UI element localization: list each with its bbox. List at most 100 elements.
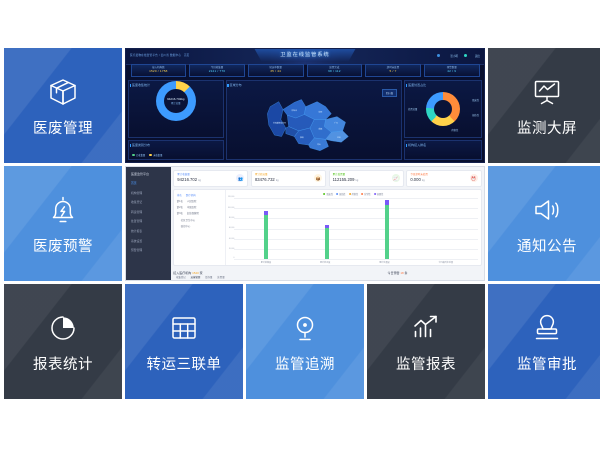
kpi-value: 83476.732 kg: [254, 176, 279, 182]
panel-title: 区域分布: [227, 83, 242, 87]
light-dashboard-main: 累计收集量 94216.702 kg 👥 累计转运量 83476.732 kg …: [171, 167, 484, 280]
map-region-tag[interactable]: 四川省: [381, 89, 398, 97]
cell-institution: 妇幼保健院: [186, 212, 199, 216]
tile-notice-announcement[interactable]: 通知公告: [488, 166, 600, 281]
dark-header-user[interactable]: 张小明: [450, 54, 458, 58]
donut-center-value: 94216.702kg: [167, 96, 185, 101]
panel-category-distribution: 医废类别分布 已收集量 未收集量: [128, 139, 224, 160]
box-icon: 📦: [314, 174, 323, 182]
y-tick: 40,000: [228, 237, 235, 240]
kpi-card-disposal: 累计处置量 112155.209 kg 📈: [328, 169, 404, 187]
chart-panel: 排名 医疗机构 第1名 人民医院 第2名 中医医院 第3名 妇幼保健院 社区卫生中心 …: [173, 189, 482, 266]
legend-item[interactable]: 化学性: [361, 192, 371, 196]
sidebar-item-collection[interactable]: 收集登记: [131, 200, 143, 205]
sidebar-item-alerts[interactable]: 预警管理: [131, 248, 143, 253]
donut-ring: 94216.702kg 累计总量: [155, 81, 196, 121]
kpi-value: 2121 / 770: [208, 69, 226, 74]
kpi-card: 超时未处置 5 / 7: [365, 64, 421, 77]
table-row[interactable]: 第2名 中医医院: [177, 205, 223, 209]
light-dashboard-screenshot[interactable]: 医废监管平台 首页 机构管理 收集登记 转运管理 处置管理 统计报表 系统设置 …: [125, 166, 485, 281]
footer-institutions: 接入医疗机构 1520 家: [173, 271, 203, 275]
kpi-card: 今日收集量 2121 / 770: [189, 64, 245, 77]
chart-legend: 感染性 损伤性 药物性 化学性 病理性: [323, 192, 383, 196]
dark-dashboard-body: 医废收集统计 94216.702kg 累计总量 医废类别分布: [126, 78, 484, 162]
donut-chart-disposal: [426, 91, 461, 126]
sidebar-item-disposal[interactable]: 处置管理: [131, 219, 143, 224]
sidebar-item-transport[interactable]: 转运管理: [131, 209, 143, 214]
tile-transfer-triplicate-form[interactable]: 转运三联单: [125, 284, 243, 399]
logout-icon[interactable]: [464, 54, 467, 57]
y-tick: 60,000: [228, 227, 235, 230]
kpi-card-overdue: 今日超时未处置 0.000 kg ⏰: [406, 169, 482, 187]
tab-disposal[interactable]: 处置量: [217, 276, 225, 279]
chart-x-axis: 累计收集量 累计转运量 累计处置量 今日超时未处置: [236, 261, 477, 264]
kpi-label: 累计转运量: [254, 173, 268, 176]
cell-rank: 第3名: [176, 212, 183, 216]
table-header-institution: 医疗机构: [185, 193, 196, 197]
table-row[interactable]: 第1名 人民医院: [177, 199, 223, 203]
kpi-label: 接入机构数: [152, 66, 165, 70]
table-row[interactable]: 社区卫生中心: [177, 218, 223, 222]
cell-institution: 人民医院: [186, 200, 197, 203]
box-icon: [46, 75, 80, 109]
dark-header-nav-home[interactable]: 首页: [184, 54, 190, 57]
donut-label-0: 感染性: [472, 99, 479, 102]
tile-monitoring-big-screen[interactable]: 监测大屏: [488, 48, 600, 163]
tile-label: 监管报表: [396, 356, 456, 373]
chart-gridlines: [234, 198, 478, 260]
tile-label: 报表统计: [33, 356, 93, 373]
tile-label: 监管审批: [517, 356, 577, 373]
bar-1[interactable]: [324, 225, 329, 259]
donut-label-1: 损伤性: [472, 115, 479, 118]
dark-dashboard-header: 医疗废物在线监管平台 / 四川省 数据中心 首页 卫监在线监管系统 张小明 退出: [126, 49, 484, 65]
tile-supervision-report[interactable]: 监管报表: [367, 284, 485, 399]
tile-medical-waste-alert[interactable]: 医废预警: [4, 166, 122, 281]
tile-medical-waste-management[interactable]: 医废管理: [4, 48, 122, 163]
svg-text:广元: 广元: [334, 121, 338, 125]
table-row[interactable]: 疾控中心: [177, 224, 223, 228]
sidebar-item-institutions[interactable]: 机构管理: [131, 190, 143, 195]
cell-institution: 社区卫生中心: [180, 218, 196, 222]
users-icon: 👥: [236, 174, 245, 182]
table-header-rank: 排名: [176, 193, 182, 197]
tab-transport[interactable]: 运输管理: [190, 276, 201, 279]
kpi-card: 接入机构数 1520 / 1758: [130, 64, 187, 77]
tab-collection[interactable]: 收集登记: [176, 276, 186, 279]
legend-item[interactable]: 病理性: [373, 192, 383, 196]
footer-tabs: 收集登记 运输管理 暂存量 处置量: [176, 275, 224, 279]
kpi-label: 超时未处置: [386, 66, 400, 70]
cell-institution: 疾控中心: [180, 224, 191, 228]
panel-institution-ranking: 机构接入排名: [404, 139, 482, 160]
y-tick: 100,000: [227, 206, 235, 209]
kpi-label: 转运中数量: [269, 66, 282, 70]
kpi-value: 5 / 7: [389, 69, 397, 74]
donut-center-label: 累计总量: [171, 102, 181, 106]
legend-item[interactable]: 损伤性: [336, 192, 346, 196]
dark-dashboard-screenshot[interactable]: 医疗废物在线监管平台 / 四川省 数据中心 首页 卫监在线监管系统 张小明 退出…: [125, 48, 485, 163]
sidebar-item-home[interactable]: 首页: [131, 181, 137, 185]
sidebar-item-settings[interactable]: 系统设置: [131, 238, 143, 243]
tab-storage[interactable]: 暂存量: [205, 276, 213, 279]
panel-disposal-ratio: 医废处置占比 处置总量 感染性 损伤性 药物性: [404, 80, 482, 138]
bar-0[interactable]: [264, 211, 269, 259]
panel-title: 医废类别分布: [129, 142, 151, 147]
chart-y-axis: 120,000 100,000 80,000 60,000 40,000 20,…: [227, 196, 235, 259]
tile-report-statistics[interactable]: 报表统计: [4, 284, 122, 399]
bar-2[interactable]: [385, 199, 390, 259]
kpi-label: 今日收集量: [210, 66, 224, 70]
tile-label: 医废预警: [33, 238, 93, 255]
legend-item[interactable]: 感染性: [323, 192, 333, 196]
tile-label: 监测大屏: [517, 120, 577, 137]
tile-supervision-approval[interactable]: 监管审批: [488, 284, 600, 399]
table-row[interactable]: 第3名 妇幼保健院: [177, 211, 223, 215]
ranking-table: 排名 医疗机构 第1名 人民医院 第2名 中医医院 第3名 妇幼保健院 社区卫生中心 …: [174, 190, 227, 265]
light-dashboard-sidebar: 医废监管平台 首页 机构管理 收集登记 转运管理 处置管理 统计报表 系统设置 …: [126, 167, 171, 280]
tile-supervision-traceability[interactable]: 监管追溯: [246, 284, 364, 399]
legend-item: 已收集量: [132, 153, 145, 157]
panel-title: 机构接入排名: [405, 142, 427, 147]
dark-header-logout[interactable]: 退出: [474, 54, 480, 58]
sidebar-item-reports[interactable]: 统计报表: [131, 228, 143, 233]
china-province-map[interactable]: 甘孜藏族自治州 阿坝州 绵阳 广元 成都 雅安 凉山 达州: [233, 91, 396, 155]
legend-item[interactable]: 药物性: [348, 192, 358, 196]
legend-item: 未收集量: [149, 153, 162, 157]
